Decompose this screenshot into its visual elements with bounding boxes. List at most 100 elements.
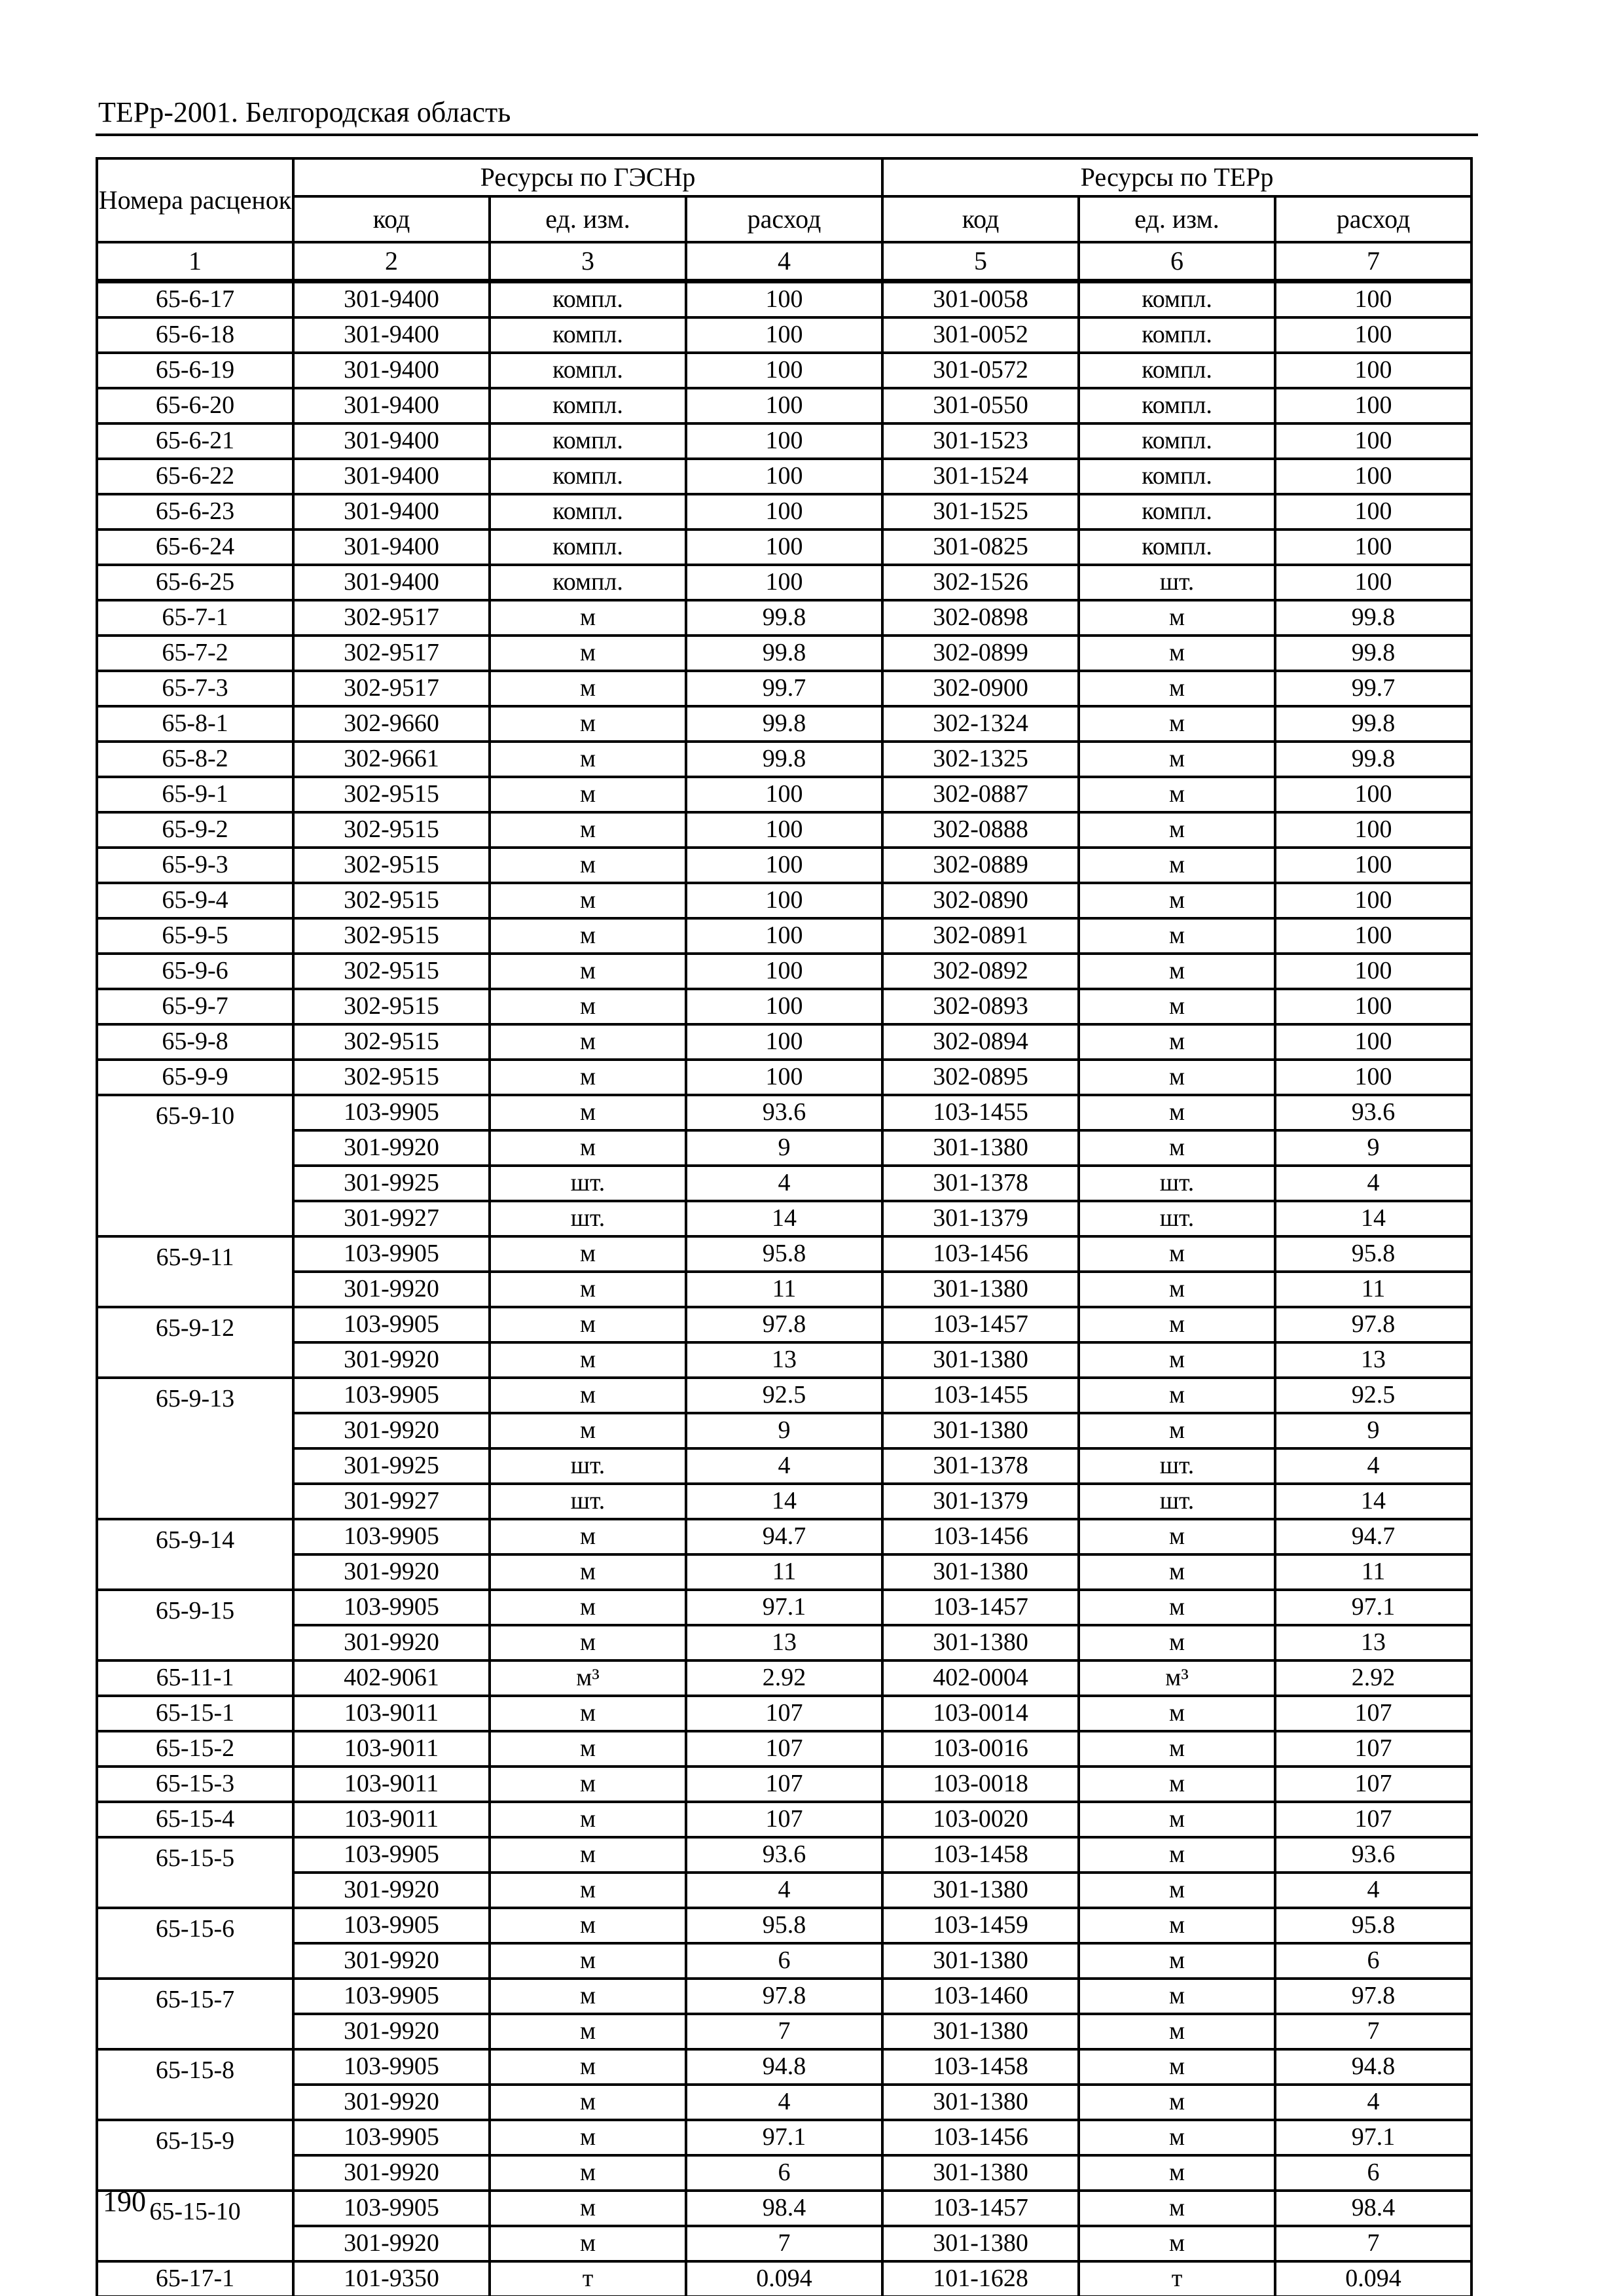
table-subrow: 301-9925 шт. 4 301-1378 шт. 4 (97, 1164, 1473, 1202)
ter-code-cell: 301-1380 (881, 2083, 1081, 2121)
gesn-code-cell: 301-9927 (292, 1482, 491, 1520)
rate-number-cell: 65-15-10 (96, 2189, 295, 2263)
gesn-code-cell: 103-9905 (292, 1306, 491, 1344)
gesn-code-cell: 302-9515 (292, 776, 491, 814)
header-ter-code: код (881, 195, 1081, 243)
gesn-code-cell: 103-9905 (292, 2119, 491, 2157)
gesn-unit-cell: м (488, 988, 687, 1026)
ter-qty-cell: 99.8 (1274, 634, 1473, 672)
rate-number-cell: 65-8-1 (96, 705, 295, 743)
ter-unit-cell: шт. (1077, 564, 1277, 601)
ter-unit-cell: м (1077, 2225, 1277, 2263)
gesn-qty-cell: 4 (684, 1164, 884, 1202)
ter-code-cell: 301-1380 (881, 1624, 1081, 1662)
ter-code-cell: 302-0887 (881, 776, 1081, 814)
gesn-code-cell: 103-9011 (292, 1695, 491, 1732)
gesn-code-cell: 302-9515 (292, 988, 491, 1026)
ter-qty-cell: 100 (1274, 988, 1473, 1026)
gesn-qty-cell: 100 (684, 528, 884, 566)
rate-number-cell: 65-9-6 (96, 952, 295, 990)
ter-unit-cell: м (1077, 1270, 1277, 1308)
gesn-code-cell: 302-9515 (292, 952, 491, 990)
gesn-code-cell: 301-9920 (292, 1624, 491, 1662)
gesn-unit-cell: м (488, 952, 687, 990)
col-number: 3 (488, 241, 687, 283)
rate-number-cell: 65-15-9 (96, 2119, 295, 2192)
gesn-qty-cell: 11 (684, 1553, 884, 1591)
table-row: 65-7-3 302-9517 м 99.7 302-0900 м 99.7 (96, 670, 1473, 708)
gesn-code-cell: 103-9905 (292, 2189, 491, 2227)
ter-qty-cell: 6 (1274, 1942, 1473, 1980)
gesn-code-cell: 302-9515 (292, 917, 491, 955)
gesn-unit-cell: компл. (488, 316, 687, 354)
ter-unit-cell: м (1077, 740, 1277, 778)
ter-unit-cell: компл. (1077, 279, 1277, 319)
ter-unit-cell: м (1077, 1235, 1277, 1273)
gesn-unit-cell: м (488, 1270, 687, 1308)
ter-code-cell: 301-1380 (881, 2154, 1081, 2192)
gesn-qty-cell: 13 (684, 1624, 884, 1662)
ter-code-cell: 301-1380 (881, 1129, 1081, 1167)
table-row: 65-8-2 302-9661 м 99.8 302-1325 м 99.8 (96, 740, 1473, 778)
gesn-qty-cell: 0.094 (684, 2260, 884, 2296)
gesn-qty-cell: 107 (684, 1801, 884, 1839)
ter-code-cell: 103-1460 (881, 1977, 1081, 2015)
ter-code-cell: 103-1456 (881, 2119, 1081, 2157)
ter-unit-cell: м (1077, 1306, 1277, 1344)
rate-number-cell: 65-9-11 (96, 1235, 295, 1308)
ter-unit-cell: м (1077, 670, 1277, 708)
table-row: 65-15-7 103-9905 м 97.8 103-1460 м 97.8 (96, 1977, 1473, 2051)
gesn-code-cell: 301-9920 (292, 2154, 491, 2192)
ter-code-cell: 103-1458 (881, 1836, 1081, 1874)
ter-unit-cell: м (1077, 1094, 1277, 1132)
table-row: 65-15-1 103-9011 м 107 103-0014 м 107 (96, 1695, 1473, 1732)
ter-code-cell: 301-1380 (881, 1871, 1081, 1909)
gesn-qty-cell: 100 (684, 316, 884, 354)
gesn-qty-cell: 11 (684, 1270, 884, 1308)
table-row: 65-6-18 301-9400 компл. 100 301-0052 компл. 10… (96, 316, 1473, 354)
gesn-code-cell: 301-9920 (292, 1412, 491, 1450)
gesn-qty-cell: 94.7 (684, 1518, 884, 1556)
rate-number-cell: 65-6-20 (96, 387, 295, 425)
header-group-gesn: Ресурсы по ГЭСНр (291, 157, 884, 198)
table-subrow: 301-9920 м 6 301-1380 м 6 (97, 2154, 1473, 2192)
ter-qty-cell: 97.8 (1274, 1977, 1473, 2015)
table-subrow: 301-9920 м 13 301-1380 м 13 (97, 1624, 1473, 1662)
gesn-qty-cell: 4 (684, 1447, 884, 1485)
ter-qty-cell: 9 (1274, 1129, 1473, 1167)
gesn-code-cell: 103-9905 (292, 1376, 491, 1414)
rate-number-cell: 65-9-8 (96, 1023, 295, 1061)
ter-unit-cell: м (1077, 2013, 1277, 2051)
gesn-qty-cell: 100 (684, 564, 884, 601)
gesn-qty-cell: 93.6 (684, 1094, 884, 1132)
ter-unit-cell: шт. (1077, 1447, 1277, 1485)
ter-qty-cell: 4 (1274, 1871, 1473, 1909)
ter-code-cell: 301-1523 (881, 422, 1081, 460)
ter-unit-cell: м (1077, 776, 1277, 814)
gesn-qty-cell: 97.1 (684, 1588, 884, 1626)
gesn-code-cell: 301-9400 (292, 422, 491, 460)
header-ter-qty: расход (1274, 195, 1473, 243)
ter-qty-cell: 100 (1274, 1023, 1473, 1061)
gesn-code-cell: 301-9400 (292, 528, 491, 566)
gesn-unit-cell: компл. (488, 422, 687, 460)
gesn-unit-cell: м (488, 1023, 687, 1061)
rate-number-cell: 65-15-6 (96, 1907, 295, 1980)
gesn-code-cell: 301-9400 (292, 279, 491, 319)
rate-number-cell: 65-6-22 (96, 457, 295, 495)
ter-qty-cell: 107 (1274, 1730, 1473, 1768)
ter-unit-cell: м (1077, 1058, 1277, 1096)
gesn-qty-cell: 94.8 (684, 2048, 884, 2086)
table-row: 65-6-25 301-9400 компл. 100 302-1526 шт. 100 (96, 564, 1473, 601)
gesn-code-cell: 302-9515 (292, 811, 491, 849)
gesn-unit-cell: м (488, 740, 687, 778)
ter-code-cell: 301-1380 (881, 1341, 1081, 1379)
gesn-qty-cell: 6 (684, 1942, 884, 1980)
ter-code-cell: 302-0898 (881, 599, 1081, 637)
gesn-code-cell: 103-9905 (292, 1094, 491, 1132)
ter-qty-cell: 100 (1274, 846, 1473, 884)
ter-qty-cell: 98.4 (1274, 2189, 1473, 2227)
ter-unit-cell: м (1077, 1588, 1277, 1626)
gesn-unit-cell: м (488, 2119, 687, 2157)
gesn-unit-cell: м (488, 2013, 687, 2051)
